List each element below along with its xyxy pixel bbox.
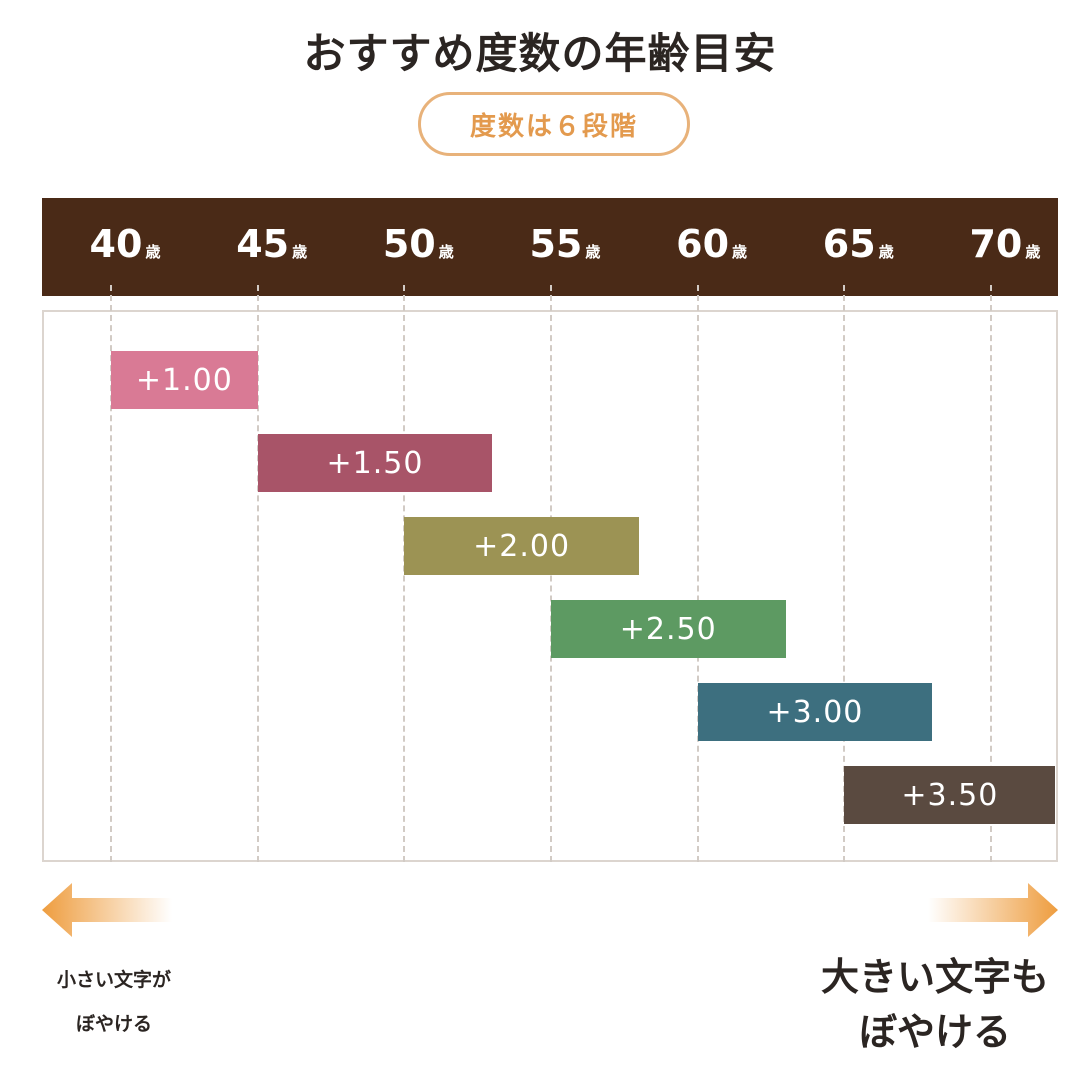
age-tick-number: 50 (382, 222, 436, 266)
arrow-right-icon (928, 883, 1058, 937)
age-tick-number: 45 (236, 222, 290, 266)
diopter-bar-label: +1.00 (135, 362, 233, 398)
age-tick-number: 70 (969, 222, 1023, 266)
age-tick-number: 40 (89, 222, 143, 266)
age-tick-unit: 歳 (878, 243, 894, 261)
diopter-bar: +3.00 (697, 683, 933, 741)
diopter-bar: +1.00 (111, 351, 258, 409)
age-tick-70: 70 歳 (945, 222, 1065, 266)
note-right-line1: 大きい文字も (820, 955, 1049, 999)
stages-badge: 度数は６段階 (418, 92, 690, 156)
note-right-line2: ぼやける (858, 1010, 1011, 1054)
age-tick-number: 65 (822, 222, 876, 266)
diopter-bar: +1.50 (257, 434, 493, 492)
age-tick-number: 60 (676, 222, 730, 266)
diopter-bar: +2.50 (550, 600, 786, 658)
age-tick-45: 45 歳 (212, 222, 332, 266)
age-tick-unit: 歳 (1025, 243, 1041, 261)
note-left-line1: 小さい文字が (56, 969, 171, 991)
age-tick-unit: 歳 (438, 243, 454, 261)
age-tick-65: 65 歳 (798, 222, 918, 266)
diopter-bar-label: +2.50 (619, 611, 717, 647)
arrow-left-icon (42, 883, 172, 937)
diopter-bar: +2.00 (404, 517, 639, 575)
age-tick-unit: 歳 (145, 243, 161, 261)
grid-line-45 (256, 285, 259, 862)
note-large-text-blurry: 大きい文字も ぼやける (790, 950, 1080, 1060)
grid-line-60 (696, 285, 699, 862)
diopter-bar-label: +1.50 (326, 445, 424, 481)
age-tick-unit: 歳 (585, 243, 601, 261)
grid-line-70 (989, 285, 992, 862)
age-tick-50: 50 歳 (358, 222, 478, 266)
grid-line-65 (843, 285, 846, 862)
age-header-bar (42, 198, 1058, 296)
note-small-text-blurry: 小さい文字が ぼやける (34, 958, 194, 1046)
diopter-bar-label: +2.00 (473, 528, 571, 564)
chart-title: おすすめ度数の年齢目安 (303, 29, 777, 78)
age-tick-40: 40 歳 (65, 222, 185, 266)
note-left-line2: ぼやける (75, 1013, 152, 1035)
age-tick-number: 55 (529, 222, 583, 266)
age-tick-unit: 歳 (732, 243, 748, 261)
stages-badge-label: 度数は６段階 (469, 111, 638, 142)
diopter-bar-label: +3.00 (766, 694, 864, 730)
diopter-bar: +3.50 (844, 766, 1056, 824)
grid-line-40 (110, 285, 112, 862)
age-tick-55: 55 歳 (505, 222, 625, 266)
age-tick-60: 60 歳 (652, 222, 772, 266)
diopter-bar-label: +3.50 (901, 777, 999, 813)
age-tick-unit: 歳 (292, 243, 308, 261)
